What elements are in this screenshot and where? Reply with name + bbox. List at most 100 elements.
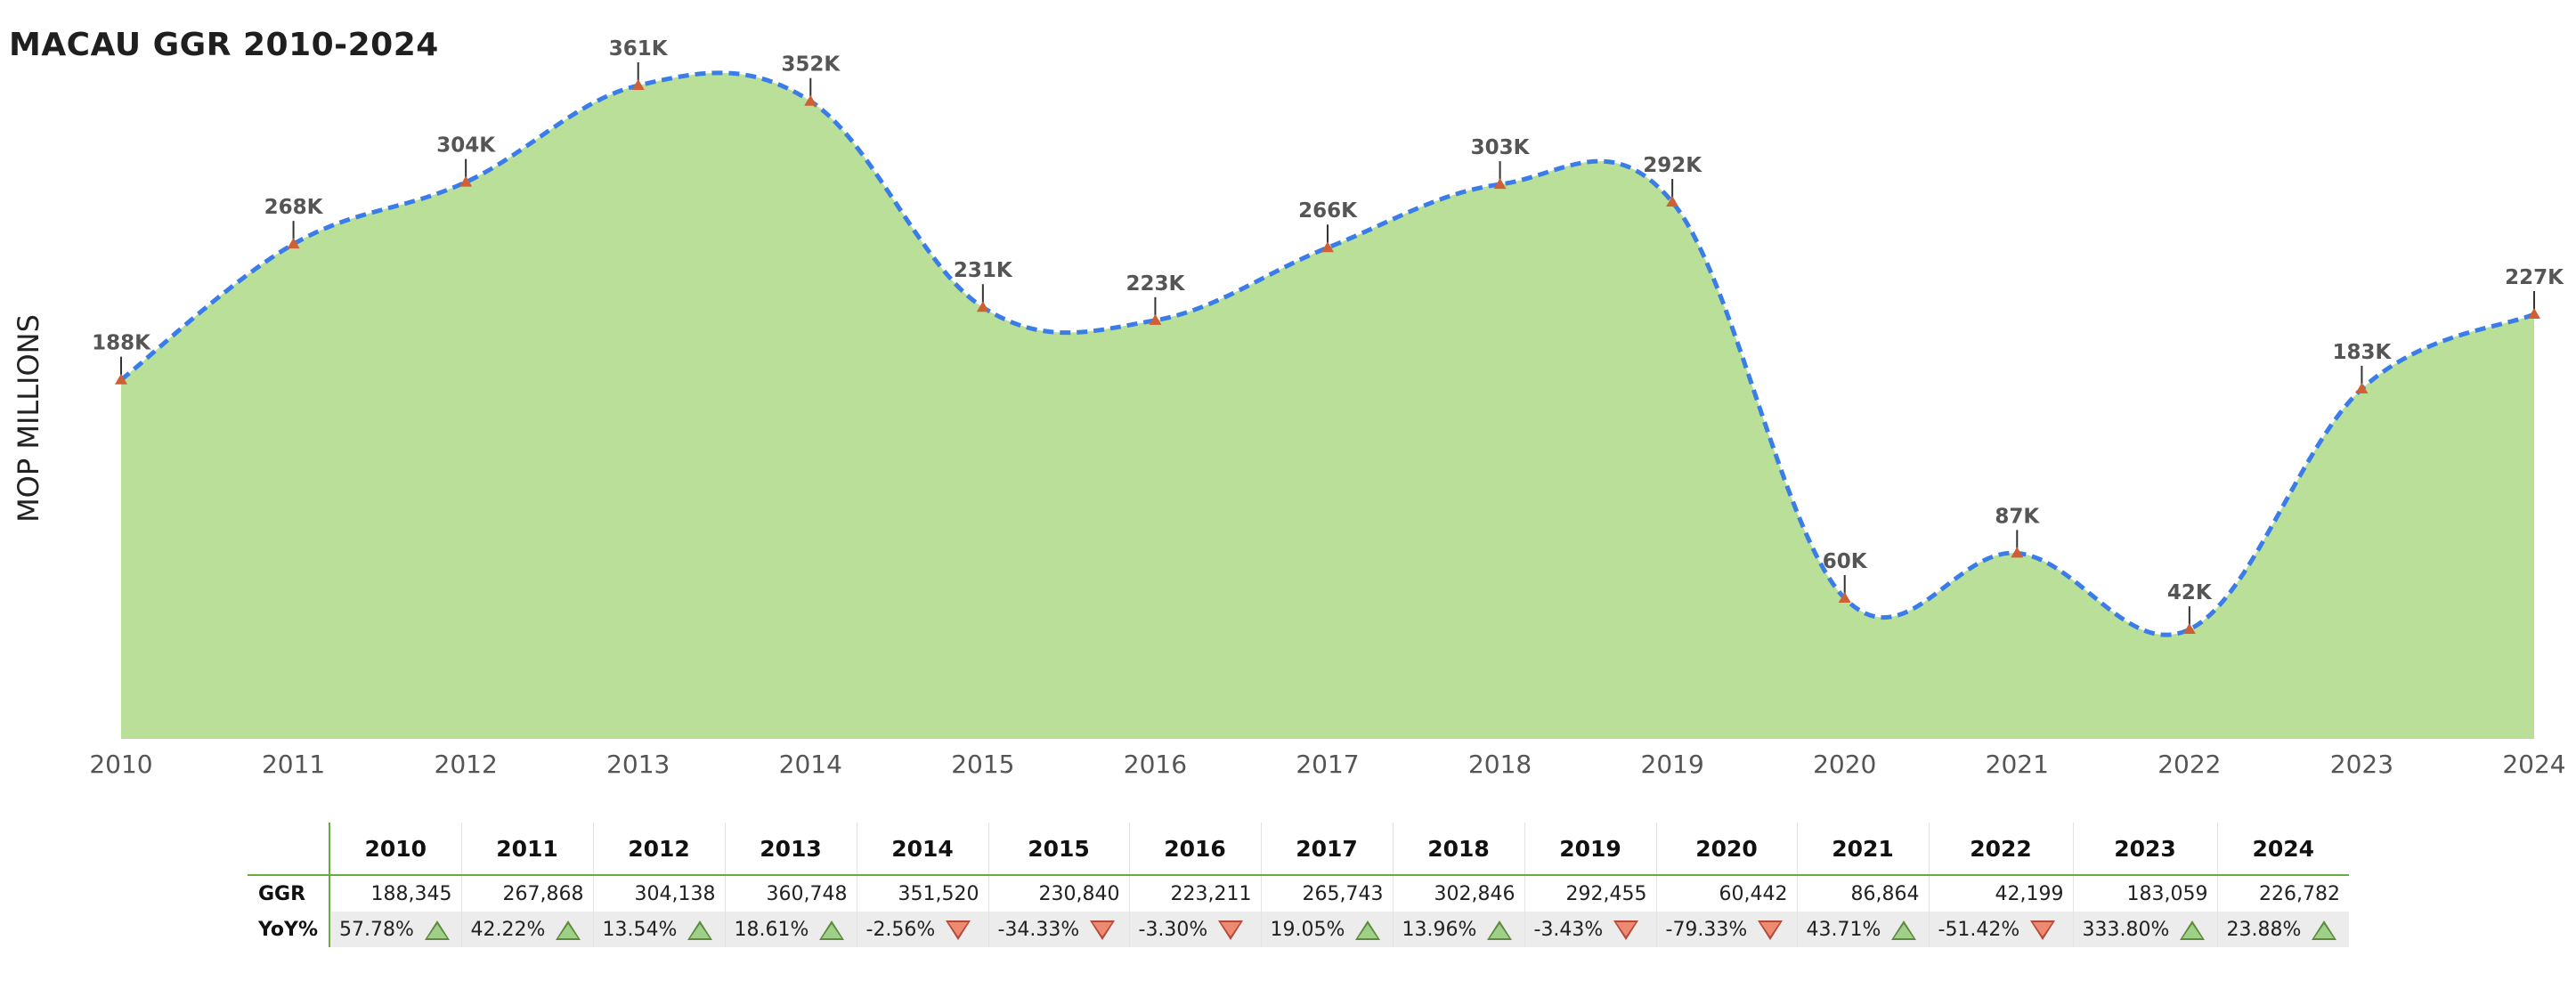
data-point-marker	[2528, 307, 2540, 319]
table-row-yoy: YoY% 57.78% 42.22% 13.54% 18.61% -2.56% -34.33…	[248, 912, 2349, 947]
cell-value: 188,345	[370, 882, 452, 905]
table-header-cell: 2023	[2073, 823, 2218, 876]
cell-value: 304,138	[634, 882, 716, 905]
table-cell: 351,520	[857, 875, 989, 912]
x-tick-label: 2010	[89, 750, 152, 779]
up-triangle-icon	[424, 920, 450, 940]
table-header-cell: 2017	[1261, 823, 1394, 876]
up-triangle-icon	[556, 920, 581, 940]
up-triangle-icon	[819, 920, 845, 940]
cell-value: 333.80%	[2082, 918, 2170, 941]
area-chart: 188K 2010 268K 2011 304K 2012 361K 2013 352K 2014…	[89, 37, 2565, 779]
cell-value: 19.05%	[1270, 918, 1345, 941]
table-header-cell: 2012	[593, 823, 726, 876]
table-cell: 360,748	[725, 875, 857, 912]
cell-value: -79.33%	[1665, 918, 1748, 941]
table-cell: 57.78%	[329, 912, 462, 947]
cell-value: 223,211	[1170, 882, 1252, 905]
cell-value: -3.43%	[1533, 918, 1604, 941]
series-line	[119, 70, 2535, 637]
table-cell: 13.54%	[593, 912, 726, 947]
x-tick-label: 2024	[2502, 750, 2565, 779]
x-tick-label: 2015	[951, 750, 1014, 779]
data-label: 183K	[2333, 341, 2393, 364]
table-cell: 18.61%	[725, 912, 857, 947]
data-label: 231K	[954, 259, 1013, 282]
data-point-marker	[1666, 196, 1679, 207]
cell-value: 60,442	[1719, 882, 1788, 905]
cell-value: 43.71%	[1806, 918, 1881, 941]
cell-value: 18.61%	[734, 918, 809, 941]
cell-value: 86,864	[1850, 882, 1920, 905]
up-triangle-icon	[2180, 920, 2206, 940]
table-cell: 60,442	[1656, 875, 1798, 912]
table-header-cell: 2020	[1656, 823, 1798, 876]
area-fill	[121, 72, 2534, 740]
x-tick-label: 2022	[2158, 750, 2221, 779]
down-triangle-icon	[1218, 920, 1244, 940]
table-cell: 183,059	[2073, 875, 2218, 912]
table-cell: 223,211	[1129, 875, 1262, 912]
table-cell: 333.80%	[2073, 912, 2218, 947]
cell-value: 42.22%	[470, 918, 546, 941]
table-header-row: 2010 2011 2012 2013 2014 2015 2016 2017 2018 2019…	[248, 823, 2349, 876]
data-point-marker	[1321, 241, 1334, 253]
data-label: 266K	[1298, 199, 1358, 223]
table-cell: 304,138	[593, 875, 726, 912]
data-point-marker	[804, 94, 817, 106]
table-cell: 43.71%	[1797, 912, 1930, 947]
table-cell: 86,864	[1797, 875, 1930, 912]
table-cell: -3.43%	[1524, 912, 1657, 947]
table-header-cell: 2013	[725, 823, 857, 876]
data-point-marker	[459, 175, 473, 187]
table-header-cell: 2016	[1129, 823, 1262, 876]
down-triangle-icon	[1758, 920, 1784, 940]
cell-value: 302,846	[1434, 882, 1516, 905]
down-triangle-icon	[1613, 920, 1639, 940]
table-header-cell: 2021	[1797, 823, 1930, 876]
table-corner	[248, 823, 330, 876]
table-cell: 42,199	[1929, 875, 2074, 912]
up-triangle-icon	[687, 920, 713, 940]
table-cell: 23.88%	[2217, 912, 2349, 947]
table-cell: -3.30%	[1129, 912, 1262, 947]
down-triangle-icon	[946, 920, 971, 940]
up-triangle-icon	[2312, 920, 2337, 940]
table-cell: 19.05%	[1261, 912, 1394, 947]
data-point-marker	[2182, 623, 2196, 635]
data-label: 361K	[609, 37, 669, 61]
table-cell: -79.33%	[1656, 912, 1798, 947]
cell-value: 292,455	[1565, 882, 1647, 905]
row-header: YoY%	[248, 912, 330, 947]
table-header-cell: 2022	[1929, 823, 2074, 876]
x-tick-label: 2012	[435, 750, 498, 779]
cell-value: 230,840	[1038, 882, 1120, 905]
x-tick-label: 2016	[1124, 750, 1187, 779]
table-header-cell: 2019	[1524, 823, 1657, 876]
cell-value: 267,868	[502, 882, 584, 905]
data-label: 303K	[1471, 136, 1531, 159]
data-point-marker	[1149, 313, 1162, 325]
data-point-marker	[976, 301, 989, 312]
cell-value: 23.88%	[2226, 918, 2302, 941]
x-tick-label: 2023	[2330, 750, 2393, 779]
cell-value: 265,743	[1302, 882, 1384, 905]
x-tick-label: 2021	[1986, 750, 2049, 779]
table-header-cell: 2011	[461, 823, 594, 876]
table-header-cell: 2010	[329, 823, 462, 876]
cell-value: -34.33%	[997, 918, 1080, 941]
down-triangle-icon	[1090, 920, 1116, 940]
table-cell: 265,743	[1261, 875, 1394, 912]
table-header-cell: 2024	[2217, 823, 2349, 876]
data-point-marker	[2011, 547, 2024, 558]
cell-value: -51.42%	[1938, 918, 2020, 941]
table-cell: -2.56%	[857, 912, 989, 947]
data-point-marker	[631, 79, 645, 90]
cell-value: 13.54%	[602, 918, 678, 941]
down-triangle-icon	[2030, 920, 2056, 940]
table-cell: 42.22%	[461, 912, 594, 947]
chart-title: MACAU GGR 2010-2024	[9, 27, 439, 63]
x-tick-label: 2020	[1813, 750, 1876, 779]
x-tick-label: 2017	[1296, 750, 1359, 779]
data-label: 188K	[92, 332, 151, 355]
